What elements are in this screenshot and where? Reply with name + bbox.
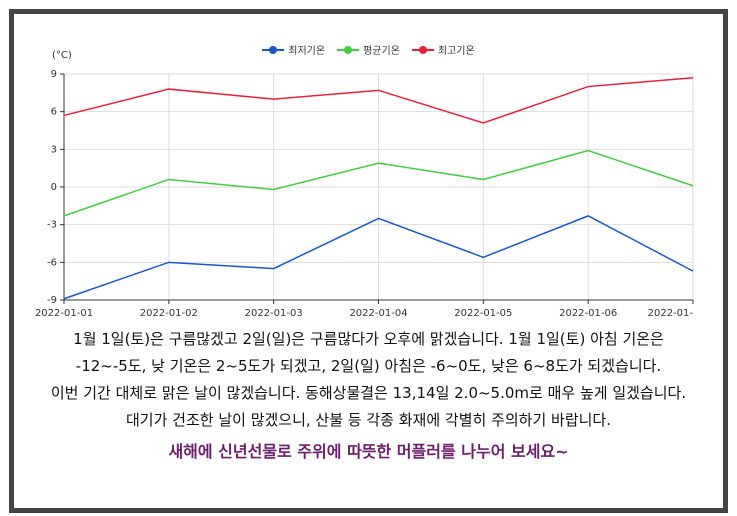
x-tick-label: 2022-01-02 [140,308,198,319]
forecast-highlight: 새해에 신년선물로 주위에 따뜻한 머플러를 나누어 보세요~ [168,442,569,461]
x-tick-label: 2022-01-06 [559,308,617,319]
y-axis-unit: (°C) [52,50,72,61]
series-line [63,215,694,300]
y-tick-label: 0 [51,182,57,193]
legend-label-avg: 평균기온 [363,46,400,57]
legend-label-high: 최고기온 [437,46,475,57]
temperature-chart: 최저기온 평균기온 최고기온 (°C) -9 -6 -3 0 3 6 9 2022-01-01… [14,14,723,324]
legend-label-low: 최저기온 [288,46,326,57]
y-tick-label: 9 [51,69,57,80]
x-tick-label: 2022-01-03 [245,308,303,319]
x-tick-label: 2022-01-04 [349,308,407,319]
y-tick-label: 3 [51,144,57,155]
y-tick-label: -6 [47,257,57,268]
forecast-text: 1월 1일(토)은 구름많겠고 2일(일)은 구름많다가 오후에 맑겠습니다. … [14,326,723,465]
y-tick-label: 6 [51,107,57,118]
legend-swatch-high [411,45,434,55]
legend-swatch-avg [337,45,360,55]
frame: 최저기온 평균기온 최고기온 (°C) -9 -6 -3 0 3 6 9 2022-01-01… [9,9,728,513]
legend-item-avg[interactable]: 평균기온 [337,42,400,57]
legend-swatch-low [262,45,285,55]
forecast-line-3: 이번 기간 대체로 맑은 날이 많겠습니다. 동해상물결은 13,14일 2.0… [50,384,687,402]
legend-item-high[interactable]: 최고기온 [411,42,475,57]
chart-legend: 최저기온 평균기온 최고기온 [14,42,723,57]
y-tick-label: -3 [47,220,57,231]
forecast-line-1: 1월 1일(토)은 구름많겠고 2일(일)은 구름많다가 오후에 맑겠습니다. … [73,330,664,348]
series-line [63,149,694,217]
x-tick-label: 2022-01- [648,308,694,319]
plot-area: -9 -6 -3 0 3 6 9 2022-01-01 2022-01-02 2022-01-03… [35,69,694,319]
x-tick-label: 2022-01-05 [454,308,512,319]
forecast-line-4: 대기가 건조한 날이 많겠으니, 산불 등 각종 화재에 각별히 주의하기 바랍… [125,411,612,429]
y-tick-label: -9 [47,295,57,306]
forecast-line-2: -12~-5도, 낮 기온은 2~5도가 되겠고, 2일(일) 아침은 -6~0… [75,357,662,375]
legend-item-low[interactable]: 최저기온 [262,42,325,57]
series-line [63,77,694,124]
x-tick-label: 2022-01-01 [35,308,93,319]
